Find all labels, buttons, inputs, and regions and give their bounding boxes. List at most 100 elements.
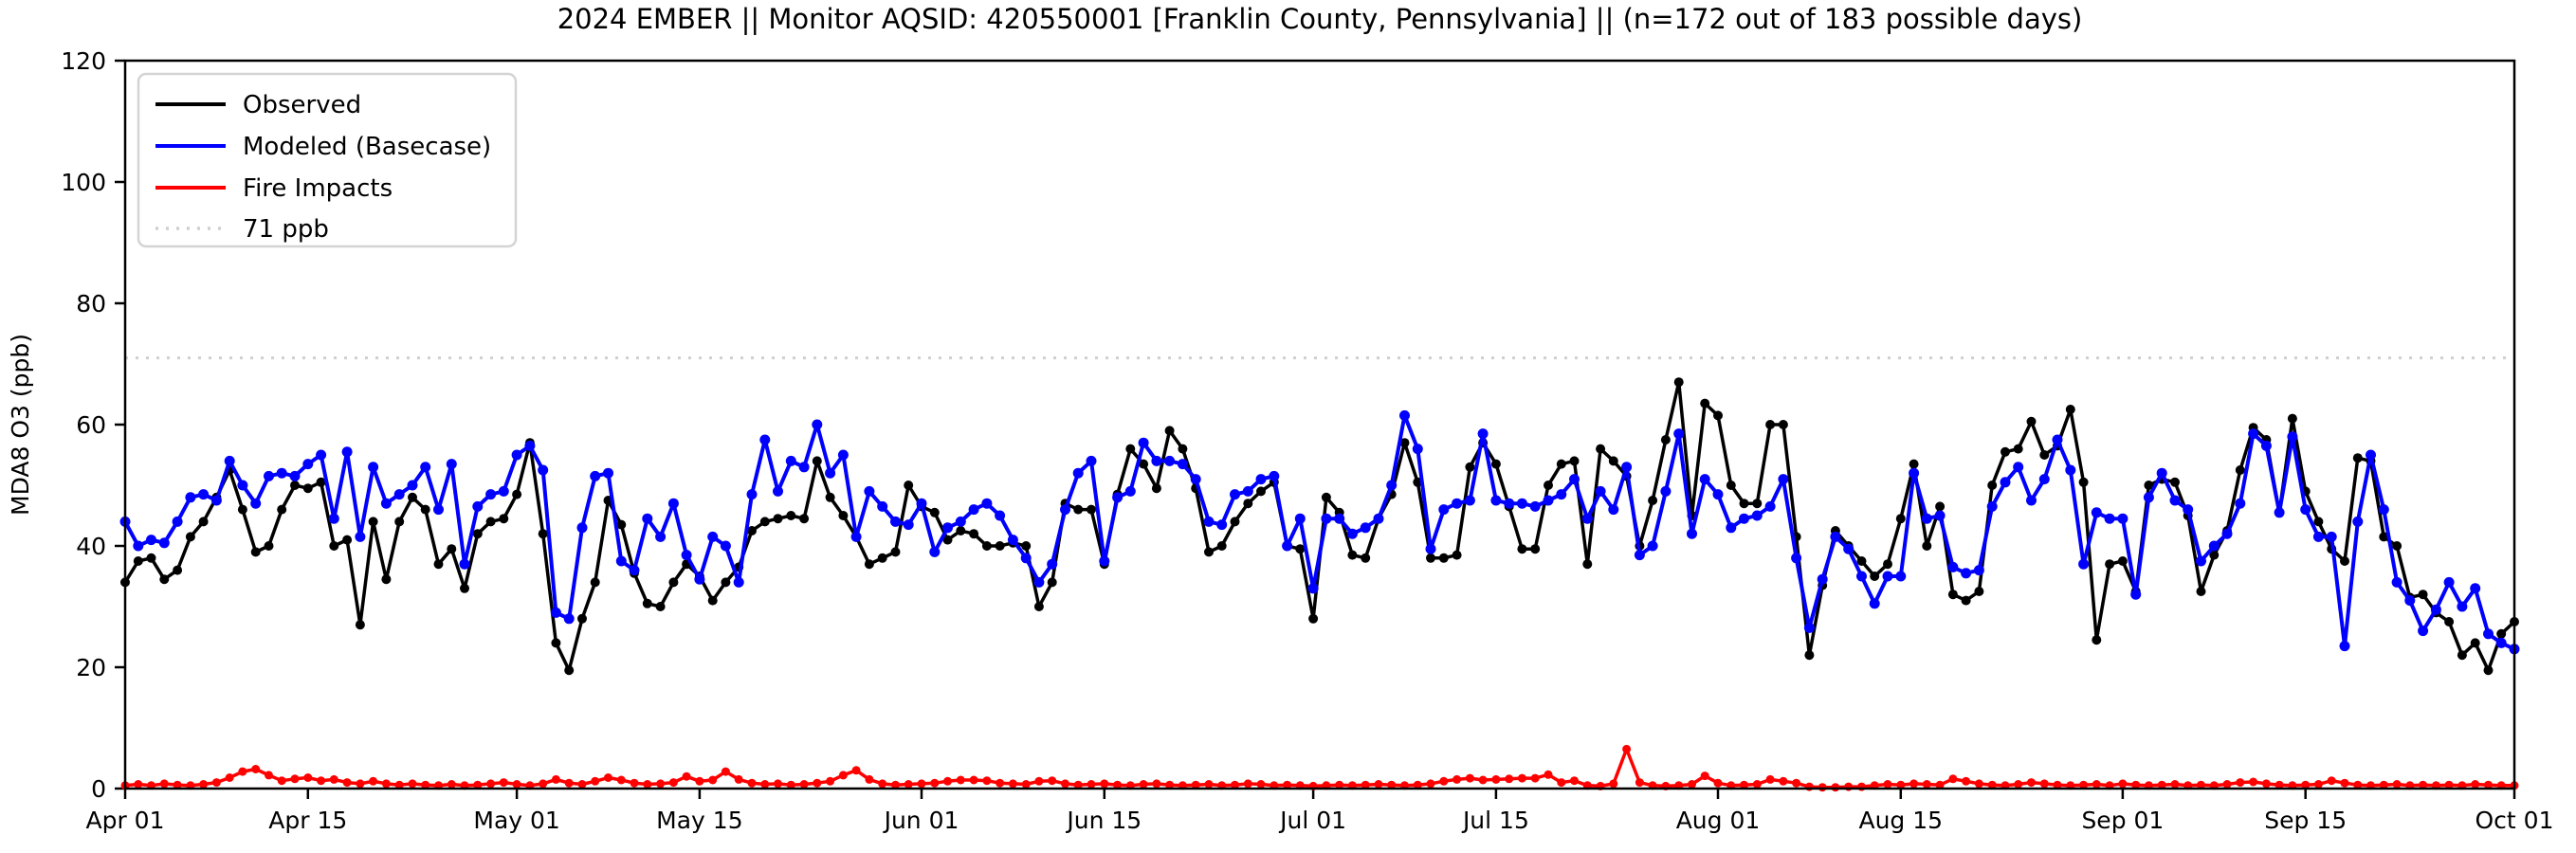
- data-point: [929, 507, 940, 517]
- data-point: [1739, 499, 1749, 509]
- data-point: [265, 771, 273, 780]
- data-point: [1283, 780, 1292, 789]
- data-point: [1987, 481, 1998, 490]
- data-point: [1779, 776, 1788, 786]
- data-point: [1856, 556, 1867, 566]
- data-point: [590, 577, 600, 588]
- data-point: [1517, 773, 1526, 783]
- data-point: [668, 778, 678, 788]
- data-point: [302, 459, 314, 470]
- data-point: [1688, 780, 1696, 789]
- data-point: [1582, 559, 1593, 570]
- data-point: [1843, 543, 1854, 554]
- data-point: [303, 773, 313, 782]
- data-point: [2157, 780, 2166, 789]
- data-point: [511, 449, 522, 461]
- data-point: [524, 440, 536, 451]
- data-point: [2483, 665, 2494, 676]
- x-tick-label: Aug 15: [1858, 807, 1943, 834]
- data-point: [851, 766, 861, 775]
- data-point: [1374, 780, 1383, 789]
- data-point: [2340, 778, 2349, 788]
- data-point: [2052, 434, 2063, 445]
- data-point: [1543, 495, 1554, 506]
- data-point: [1177, 459, 1188, 470]
- y-tick-label: 0: [91, 775, 106, 803]
- data-point: [747, 526, 757, 535]
- data-point: [1491, 774, 1501, 784]
- data-point: [1765, 420, 1776, 429]
- data-point: [917, 779, 926, 789]
- data-point: [2352, 453, 2363, 463]
- data-point: [2248, 428, 2259, 440]
- data-point: [2026, 495, 2037, 506]
- data-point: [1947, 590, 1958, 600]
- data-point: [1072, 467, 1084, 479]
- data-point: [1243, 499, 1253, 509]
- data-point: [2053, 780, 2062, 789]
- data-point: [721, 577, 731, 588]
- data-point: [2170, 477, 2180, 487]
- data-point: [1112, 492, 1124, 503]
- series-modeled-basecase-: [119, 409, 2520, 655]
- data-point: [198, 489, 210, 500]
- data-point: [1922, 541, 1932, 551]
- data-point: [1882, 571, 1893, 582]
- data-point: [865, 774, 874, 784]
- data-point: [317, 776, 326, 786]
- y-axis-label: MDA8 O3 (ppb): [7, 334, 34, 516]
- data-point: [1504, 498, 1515, 509]
- data-point: [564, 778, 574, 788]
- data-point: [1791, 553, 1802, 564]
- data-point: [1347, 550, 1358, 560]
- data-point: [2236, 778, 2245, 788]
- data-point: [956, 775, 965, 785]
- data-point: [837, 449, 849, 461]
- data-point: [460, 583, 469, 593]
- data-point: [1622, 744, 1632, 753]
- data-point: [2300, 504, 2311, 516]
- y-tick-label: 120: [61, 47, 106, 75]
- data-point: [694, 573, 705, 585]
- data-point: [250, 547, 261, 557]
- legend-frame: [137, 72, 518, 248]
- data-point: [1139, 459, 1149, 469]
- data-point: [981, 498, 993, 509]
- data-point: [982, 776, 992, 786]
- data-point: [799, 780, 809, 789]
- data-point: [681, 550, 692, 561]
- data-point: [2313, 780, 2323, 789]
- data-point: [655, 602, 666, 611]
- data-point: [538, 464, 549, 476]
- data-point: [2418, 590, 2428, 600]
- data-point: [2418, 626, 2429, 637]
- data-point: [956, 526, 966, 535]
- data-point: [2312, 531, 2324, 542]
- data-point: [499, 514, 509, 524]
- data-point: [1792, 778, 1801, 788]
- legend-item-observed: Observed: [155, 91, 361, 119]
- data-point: [1216, 541, 1227, 551]
- data-point: [199, 780, 209, 789]
- data-point: [864, 485, 875, 497]
- data-point: [146, 553, 156, 563]
- data-point: [2105, 559, 2115, 570]
- data-point: [563, 613, 575, 625]
- data-point: [408, 779, 417, 789]
- data-point: [1464, 495, 1475, 506]
- data-point: [1478, 775, 1488, 785]
- data-point: [707, 531, 719, 542]
- data-point: [407, 480, 418, 491]
- data-point: [224, 455, 235, 466]
- x-tick-label: Jul 15: [1461, 807, 1529, 834]
- data-point: [590, 470, 601, 481]
- data-point: [1034, 776, 1044, 786]
- data-point: [1752, 780, 1762, 789]
- data-point: [538, 529, 548, 539]
- data-point: [394, 517, 405, 527]
- data-point: [2287, 431, 2298, 443]
- data-point: [1987, 780, 1997, 789]
- data-point: [1921, 513, 1932, 524]
- data-point: [1346, 528, 1358, 539]
- data-point: [1895, 514, 1906, 524]
